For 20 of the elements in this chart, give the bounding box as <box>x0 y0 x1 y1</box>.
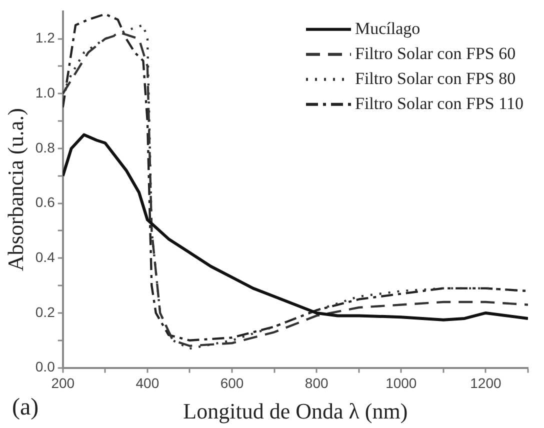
x-tick-label: 1000 <box>386 375 417 392</box>
x-axis-title: Longitud de Onda λ (nm) <box>183 398 408 424</box>
y-tick-label: 0.0 <box>35 358 56 375</box>
y-tick-label: 0.6 <box>35 194 56 210</box>
x-tick-label: 400 <box>136 375 160 392</box>
x-tick-label: 600 <box>220 375 244 392</box>
y-tick-label: 1.0 <box>35 84 56 101</box>
x-tick-label: 1200 <box>470 375 502 392</box>
text: (a) <box>12 394 39 420</box>
y-tick-label: 0.4 <box>35 249 56 265</box>
y-tick-label: 0.2 <box>35 304 56 320</box>
legend-label: Filtro Solar con FPS 60 <box>355 44 516 63</box>
x-tick-label: 800 <box>304 375 328 392</box>
legend-label: Mucílago <box>355 18 420 38</box>
legend-label: Filtro Solar con FPS 80 <box>355 68 516 88</box>
y-axis-title: Absorbancia (u.a.) <box>2 108 28 272</box>
y-tick-label: 0.8 <box>35 139 56 156</box>
x-tick-label: 200 <box>51 375 75 392</box>
y-tick-label: 1.2 <box>35 30 56 46</box>
legend-label: Filtro Solar con FPS 110 <box>355 94 524 113</box>
